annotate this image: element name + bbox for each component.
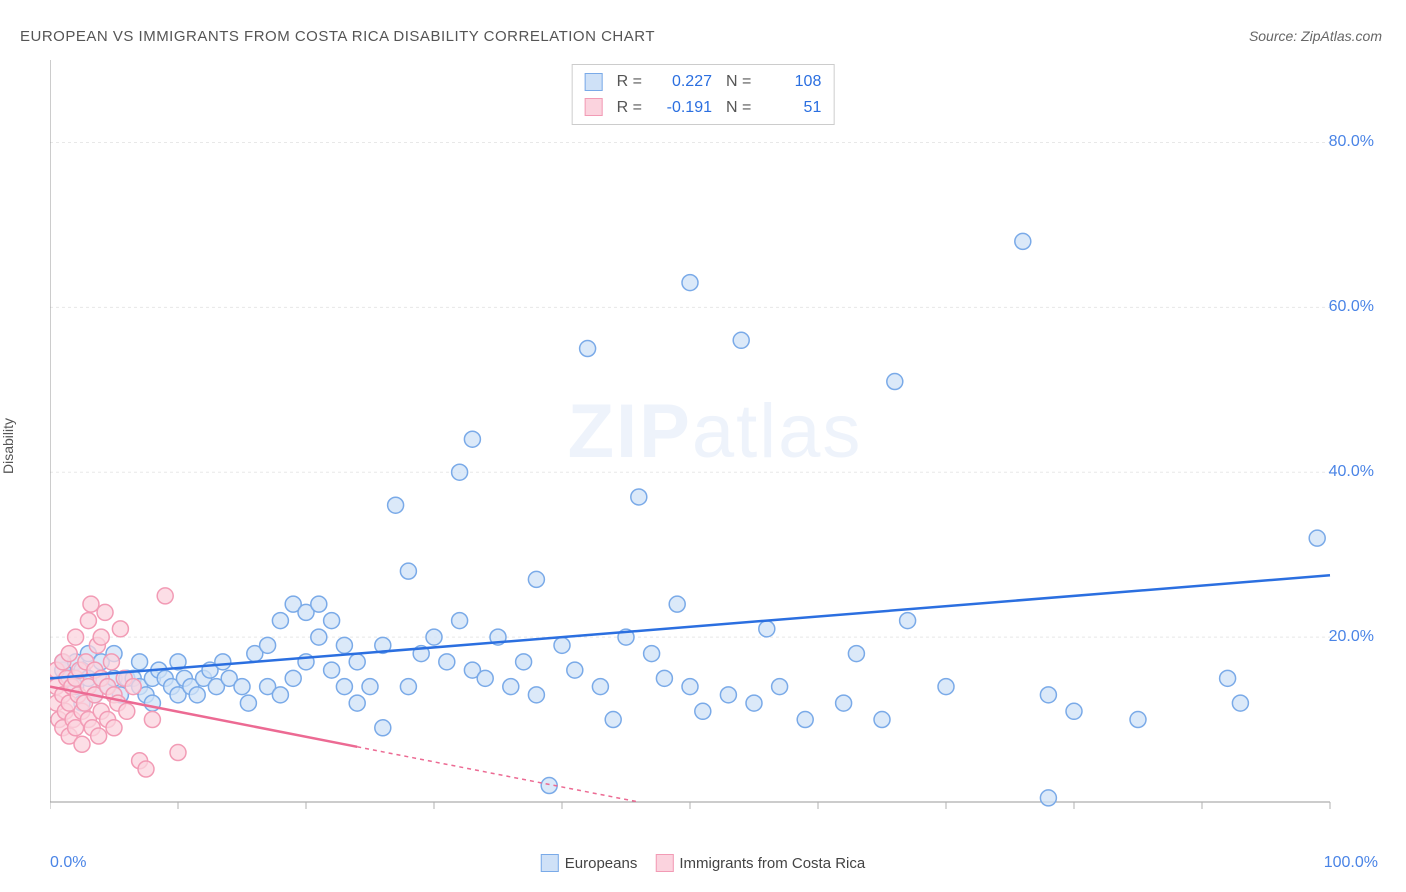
legend-item-0: Europeans — [541, 854, 638, 872]
y-tick-label: 40.0% — [1329, 463, 1374, 481]
legend-label-1: Immigrants from Costa Rica — [679, 855, 865, 872]
swatch-legend-1 — [655, 854, 673, 872]
legend-label-0: Europeans — [565, 855, 638, 872]
x-axis-min-label: 0.0% — [50, 854, 86, 872]
stat-n-value-1: 51 — [765, 95, 821, 121]
swatch-series-1 — [585, 98, 603, 116]
stat-r-label: R = — [611, 69, 648, 95]
stat-n-value-0: 108 — [765, 69, 821, 95]
scatter-chart-svg — [50, 60, 1380, 820]
source-attribution: Source: ZipAtlas.com — [1249, 28, 1382, 44]
swatch-legend-0 — [541, 854, 559, 872]
x-axis-max-label: 100.0% — [1324, 854, 1378, 872]
correlation-legend: R = 0.227 N = 108 R = -0.191 N = 51 — [572, 64, 835, 125]
stat-n-label: N = — [720, 69, 757, 95]
stat-r-label: R = — [611, 95, 648, 121]
series-legend: Europeans Immigrants from Costa Rica — [541, 854, 865, 872]
stat-n-label: N = — [720, 95, 757, 121]
legend-row-series-1: R = -0.191 N = 51 — [585, 95, 822, 121]
legend-row-series-0: R = 0.227 N = 108 — [585, 69, 822, 95]
swatch-series-0 — [585, 73, 603, 91]
y-tick-label: 20.0% — [1329, 628, 1374, 646]
legend-item-1: Immigrants from Costa Rica — [655, 854, 865, 872]
y-tick-label: 60.0% — [1329, 298, 1374, 316]
y-tick-label: 80.0% — [1329, 133, 1374, 151]
y-axis-label: Disability — [0, 418, 16, 474]
stat-r-value-0: 0.227 — [656, 69, 712, 95]
chart-plot-area: ZIPatlas — [50, 60, 1380, 820]
stat-r-value-1: -0.191 — [656, 95, 712, 121]
chart-title: EUROPEAN VS IMMIGRANTS FROM COSTA RICA D… — [20, 28, 655, 45]
